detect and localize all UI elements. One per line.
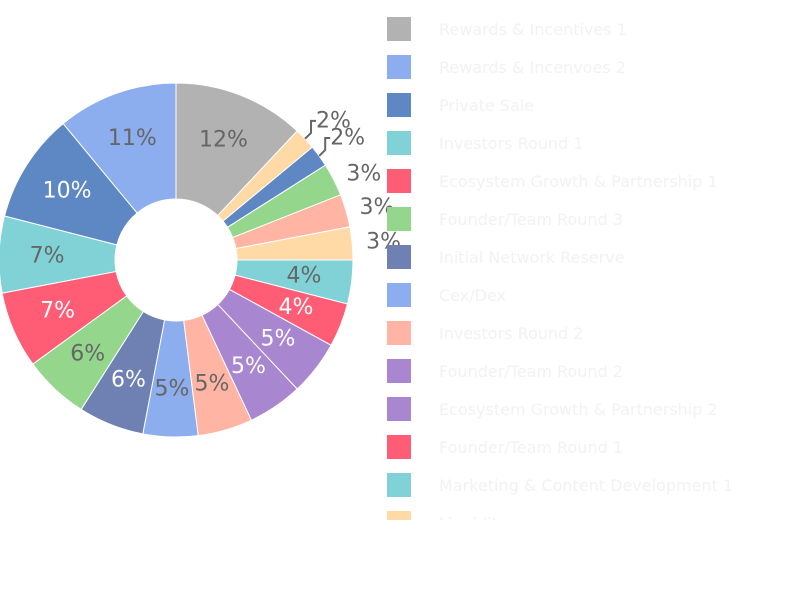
legend-label: Rewards & Incentives 1 xyxy=(439,19,627,39)
legend-item: Founder/Team Round 2 xyxy=(387,358,623,384)
slice-label-1: 2% xyxy=(316,108,351,133)
legend-item: Cex/Dex xyxy=(387,282,506,308)
legend-item: Founder/Team Round 1 xyxy=(387,434,623,460)
legend-swatch xyxy=(387,207,411,231)
legend-label: Ecosystem Growth & Partnership 2 xyxy=(439,399,718,419)
legend-item: Rewards & Incentives 1 xyxy=(387,16,627,42)
leader-line-2 xyxy=(318,136,331,157)
slice-label-12: 6% xyxy=(111,367,146,392)
legend-label: Private Sale xyxy=(439,95,535,115)
legend-item: Liquidity xyxy=(387,510,507,520)
slice-private-sale-16 xyxy=(3,122,138,246)
legend-label: Marketing & Content Development 1 xyxy=(439,475,734,495)
legend-swatch xyxy=(387,321,411,345)
legend-swatch xyxy=(387,473,411,497)
legend-label: Founder/Team Round 1 xyxy=(439,437,623,457)
slices-group xyxy=(0,82,354,438)
slice-label-15: 7% xyxy=(30,243,65,268)
legend-swatch xyxy=(387,131,411,155)
legend-item: Ecosystem Growth & Partnership 1 xyxy=(387,168,718,194)
slice-rewards-incentives-1-0 xyxy=(175,82,298,217)
slice-label-16: 10% xyxy=(43,178,92,203)
legend-swatch xyxy=(387,17,411,41)
legend-item: Founder/Team Round 3 xyxy=(387,206,623,232)
slice-label-10: 5% xyxy=(195,371,230,396)
legend-item: Marketing & Content Development 1 xyxy=(387,472,733,498)
legend-item: Investors Round 2 xyxy=(387,320,583,346)
leader-lines-group xyxy=(304,119,331,157)
slice-rewards-incenvoes-2-17 xyxy=(62,82,177,214)
legend-label: Investors Round 2 xyxy=(439,323,584,343)
legend-swatch xyxy=(387,511,411,520)
legend-item: Ecosystem Growth & Partnership 2 xyxy=(387,396,718,422)
slice-label-3: 3% xyxy=(346,162,381,187)
legend-swatch xyxy=(387,359,411,383)
slice-label-6: 4% xyxy=(287,264,322,289)
slice-label-7: 4% xyxy=(278,295,313,320)
legend-label: Investors Round 1 xyxy=(439,133,584,153)
slice-label-17: 11% xyxy=(108,126,157,151)
legend-item: Initial Network Reserve xyxy=(387,244,625,270)
slice-label-0: 12% xyxy=(199,128,248,153)
legend-item: Rewards & Incenvoes 2 xyxy=(387,54,626,80)
legend-label: Founder/Team Round 2 xyxy=(439,361,623,381)
legend-label: Cex/Dex xyxy=(439,285,506,305)
slice-labels-group: 12%2%2%3%3%3%4%4%5%5%5%5%6%6%7%7%10%11% xyxy=(30,108,401,401)
slice-label-9: 5% xyxy=(231,354,266,379)
slice-label-14: 7% xyxy=(40,299,75,324)
slice-label-8: 5% xyxy=(260,327,295,352)
legend-swatch xyxy=(387,93,411,117)
legend-label: Founder/Team Round 3 xyxy=(439,209,623,229)
legend-item: Private Sale xyxy=(387,92,534,118)
legend-swatch xyxy=(387,169,411,193)
legend-label: Ecosystem Growth & Partnership 1 xyxy=(439,171,718,191)
slice-label-2: 2% xyxy=(330,125,365,150)
legend-swatch xyxy=(387,397,411,421)
legend-swatch xyxy=(387,55,411,79)
slice-label-11: 5% xyxy=(154,376,189,401)
legend-label: Rewards & Incenvoes 2 xyxy=(439,57,626,77)
legend-swatch xyxy=(387,435,411,459)
legend-label: Liquidity xyxy=(439,514,507,521)
leader-line-1 xyxy=(304,119,317,140)
slice-label-13: 6% xyxy=(70,342,105,367)
legend-item: Investors Round 1 xyxy=(387,130,583,156)
legend-swatch xyxy=(387,245,411,269)
legend: Rewards & Incentives 1 Rewards & Incenvoe… xyxy=(387,16,800,520)
legend-label: Initial Network Reserve xyxy=(439,247,625,267)
legend-swatch xyxy=(387,283,411,307)
